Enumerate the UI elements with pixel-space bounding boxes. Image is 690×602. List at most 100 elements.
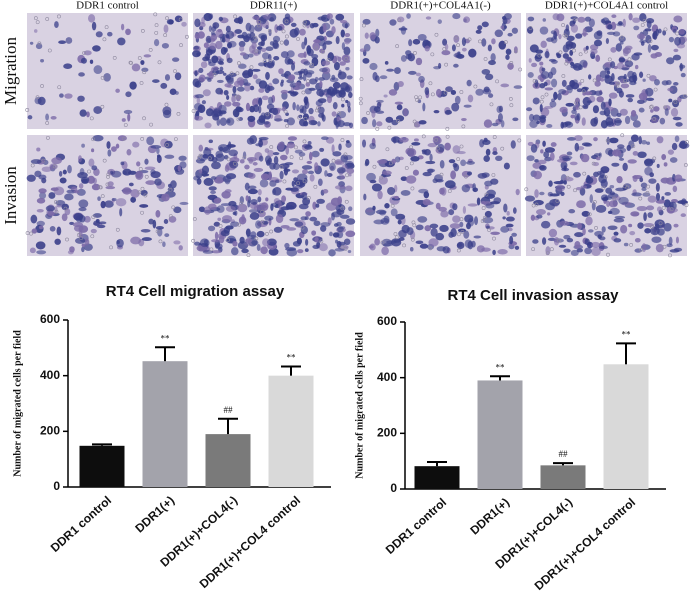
cell (429, 223, 439, 229)
pore (123, 123, 128, 127)
cell (463, 230, 470, 239)
pore (414, 123, 418, 128)
cell (566, 35, 575, 42)
cell (598, 152, 602, 158)
cell (507, 62, 514, 70)
cell (333, 223, 339, 227)
cell (632, 120, 641, 128)
cell (291, 62, 296, 71)
pore (302, 20, 307, 25)
pore (578, 105, 583, 110)
cell (609, 137, 619, 144)
cell (649, 75, 657, 82)
pore (557, 238, 561, 243)
cell (362, 18, 371, 25)
cell (503, 13, 512, 20)
pore (265, 232, 269, 236)
cell (219, 117, 227, 126)
pore (174, 137, 178, 141)
pore (684, 203, 689, 207)
pore (284, 19, 289, 24)
cell (534, 79, 539, 88)
pore (513, 49, 518, 54)
cell (561, 79, 567, 87)
cell (550, 78, 558, 88)
cell (304, 216, 309, 221)
cell (514, 245, 520, 250)
cell (140, 229, 151, 233)
pore (592, 78, 597, 83)
cell (424, 148, 431, 156)
pore (306, 195, 311, 200)
cell (130, 196, 137, 203)
pore (79, 236, 84, 241)
cell (232, 85, 237, 94)
pore (296, 181, 301, 186)
cell (249, 24, 255, 34)
cell (636, 33, 646, 40)
cell (624, 115, 631, 125)
cell (289, 218, 299, 222)
cell (594, 90, 603, 96)
cell (475, 29, 482, 34)
cell (581, 117, 586, 126)
pore (41, 158, 46, 163)
pore (253, 36, 258, 40)
cell (535, 49, 544, 54)
cell (346, 168, 355, 174)
cell (249, 135, 258, 145)
pore (601, 185, 606, 190)
cell (569, 49, 574, 56)
cell (311, 57, 319, 67)
pore (642, 18, 647, 23)
cell (582, 104, 589, 108)
cell (333, 61, 340, 71)
pore (173, 69, 177, 73)
pore (249, 65, 254, 70)
cell (625, 94, 635, 98)
cell (319, 80, 323, 88)
cell (634, 64, 639, 70)
cell (362, 58, 370, 64)
pore (91, 215, 96, 219)
cell (173, 206, 182, 214)
cell (424, 45, 430, 52)
cell (430, 227, 438, 237)
cell (483, 119, 493, 128)
pore (140, 186, 145, 191)
pore (63, 206, 68, 211)
cell (242, 70, 251, 79)
cell (369, 62, 378, 71)
cell (500, 25, 505, 30)
cell (442, 246, 450, 254)
cell (532, 114, 541, 121)
cell (329, 231, 333, 237)
cell (36, 147, 41, 152)
cell (146, 136, 155, 146)
cell (566, 137, 577, 141)
cell (231, 95, 236, 103)
cell (282, 16, 291, 26)
cell (424, 225, 432, 232)
cell (593, 31, 603, 40)
cell (590, 117, 598, 127)
pore (192, 217, 197, 221)
pore (518, 67, 523, 72)
pore (456, 232, 461, 237)
cell (386, 68, 395, 72)
pore (154, 23, 159, 28)
cell (36, 209, 44, 213)
cell (639, 177, 644, 183)
cell (599, 110, 607, 116)
cell (35, 43, 43, 50)
cell (258, 97, 263, 106)
cell (591, 55, 596, 59)
cell (261, 52, 270, 60)
cell (444, 43, 449, 51)
pore (616, 81, 621, 86)
cell (461, 184, 471, 193)
cell (259, 138, 263, 142)
cell (363, 193, 367, 201)
cell (238, 216, 247, 225)
y-tick-label: 400 (377, 370, 397, 384)
